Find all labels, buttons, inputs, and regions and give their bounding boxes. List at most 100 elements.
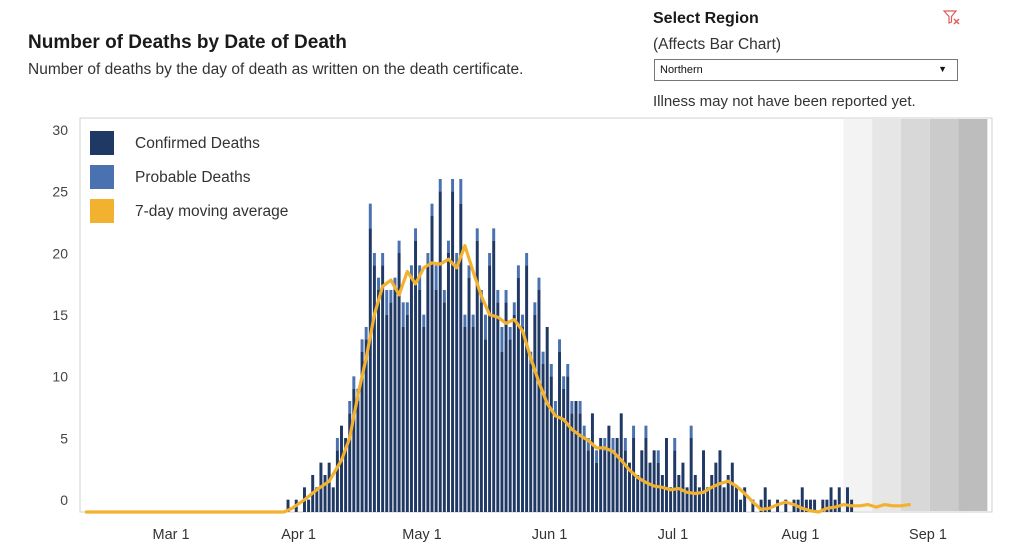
confirmed-bar <box>677 475 681 512</box>
confirmed-bar <box>837 487 841 512</box>
confirmed-bar <box>348 413 352 512</box>
confirmed-bar <box>743 487 747 512</box>
confirmed-bar <box>541 364 545 512</box>
confirmed-bar <box>483 339 487 512</box>
confirmed-bar <box>529 364 533 512</box>
probable-bar <box>553 401 557 414</box>
confirmed-bar <box>360 351 364 512</box>
confirmed-bar <box>726 475 730 512</box>
confirmed-bar <box>714 462 718 512</box>
probable-bar <box>348 401 352 414</box>
confirmed-bar <box>607 425 611 512</box>
confirmed-bar <box>710 475 714 512</box>
confirmed-bar <box>455 265 459 512</box>
confirmed-bar <box>846 487 849 512</box>
probable-bar <box>397 240 401 253</box>
confirmed-bar <box>722 487 726 512</box>
confirmed-bar <box>331 487 335 512</box>
confirmed-bar <box>434 290 438 512</box>
confirmed-bar <box>623 450 627 512</box>
confirmed-bar <box>673 450 677 512</box>
y-tick-label: 20 <box>52 245 68 261</box>
confirmed-bar <box>492 240 496 512</box>
y-tick-label: 10 <box>52 369 68 385</box>
x-tick-label: Jun 1 <box>532 527 567 543</box>
probable-bar <box>525 253 529 266</box>
probable-bar <box>578 401 582 414</box>
confirmed-bar <box>327 462 331 512</box>
confirmed-bar <box>813 499 817 512</box>
probable-bar <box>496 290 500 303</box>
region-select[interactable]: Northern ▼ <box>654 59 958 81</box>
confirmed-bar <box>508 339 512 512</box>
confirmed-bar <box>356 401 360 512</box>
confirmed-bar <box>759 499 763 512</box>
confirmed-bar <box>364 339 368 512</box>
confirmed-bar <box>479 302 483 512</box>
confirmed-bar <box>697 487 701 512</box>
confirmed-bar <box>521 327 524 512</box>
incomplete-period-shade <box>958 119 988 511</box>
probable-bar <box>414 228 418 241</box>
confirmed-bar <box>570 413 574 512</box>
probable-bar <box>446 240 450 253</box>
confirmed-bar <box>323 475 327 512</box>
confirmed-bar <box>512 314 516 512</box>
probable-bar <box>451 179 455 192</box>
probable-bar <box>533 302 537 315</box>
confirmed-bar <box>739 499 743 512</box>
probable-bar <box>455 253 459 266</box>
confirmed-bar <box>784 499 788 512</box>
confirmed-bar <box>422 327 426 512</box>
probable-bar <box>467 265 471 278</box>
region-filter-sublabel: (Affects Bar Chart) <box>653 36 782 53</box>
chevron-down-icon: ▼ <box>938 64 947 74</box>
confirmed-bar <box>463 327 467 512</box>
confirmed-bar <box>286 499 290 512</box>
confirmed-bar <box>689 438 693 512</box>
probable-bar <box>562 376 566 389</box>
confirmed-bar <box>718 450 722 512</box>
confirmed-bar <box>459 203 463 512</box>
confirmed-bar <box>414 240 418 512</box>
confirmed-bar <box>451 191 455 513</box>
confirmed-bar <box>800 487 804 512</box>
legend-swatch <box>90 131 114 155</box>
probable-bar <box>434 265 438 290</box>
confirmed-bar <box>385 314 389 512</box>
confirmed-bar <box>611 450 615 512</box>
probable-bar <box>570 401 574 414</box>
confirmed-bar <box>582 438 586 512</box>
confirmed-bar <box>734 487 738 512</box>
probable-bar <box>689 425 693 438</box>
moving-average-line <box>84 244 911 514</box>
confirmed-bar <box>471 327 475 512</box>
confirmed-bar <box>381 265 385 512</box>
confirmed-bar <box>644 438 648 512</box>
incomplete-period-shade <box>872 119 901 511</box>
probable-bar <box>360 339 364 352</box>
confirmed-bar <box>442 302 446 512</box>
confirmed-bar <box>566 376 570 512</box>
confirmed-bar <box>533 314 537 512</box>
probable-bar <box>475 228 479 241</box>
probable-bar <box>483 314 487 340</box>
confirmed-bar <box>702 450 705 512</box>
chart-subtitle: Number of deaths by the day of death as … <box>28 61 524 78</box>
probable-bar <box>364 327 368 340</box>
confirmed-bar <box>389 302 393 512</box>
region-filter-label: Select Region <box>653 10 759 27</box>
probable-bar <box>603 438 607 451</box>
clear-filter-icon[interactable] <box>943 10 961 26</box>
probable-bar <box>595 450 599 463</box>
probable-bar <box>393 277 397 290</box>
probable-bar <box>537 277 541 290</box>
confirmed-bar <box>344 438 348 512</box>
confirmed-bar <box>636 475 640 512</box>
probable-bar <box>405 302 409 315</box>
x-tick-label: Apr 1 <box>281 527 316 543</box>
confirmed-bar <box>660 475 664 512</box>
confirmed-bar <box>685 487 689 512</box>
confirmed-bar <box>372 265 376 512</box>
